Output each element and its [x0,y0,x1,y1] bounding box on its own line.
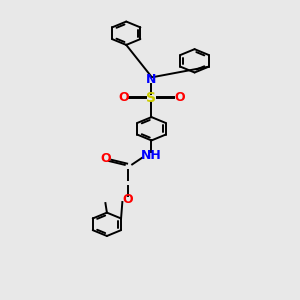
Text: O: O [118,92,129,104]
Text: O: O [122,194,133,206]
Text: O: O [174,92,185,104]
Text: S: S [146,91,157,105]
Text: N: N [146,74,157,86]
Text: NH: NH [141,149,162,162]
Text: O: O [100,152,111,165]
